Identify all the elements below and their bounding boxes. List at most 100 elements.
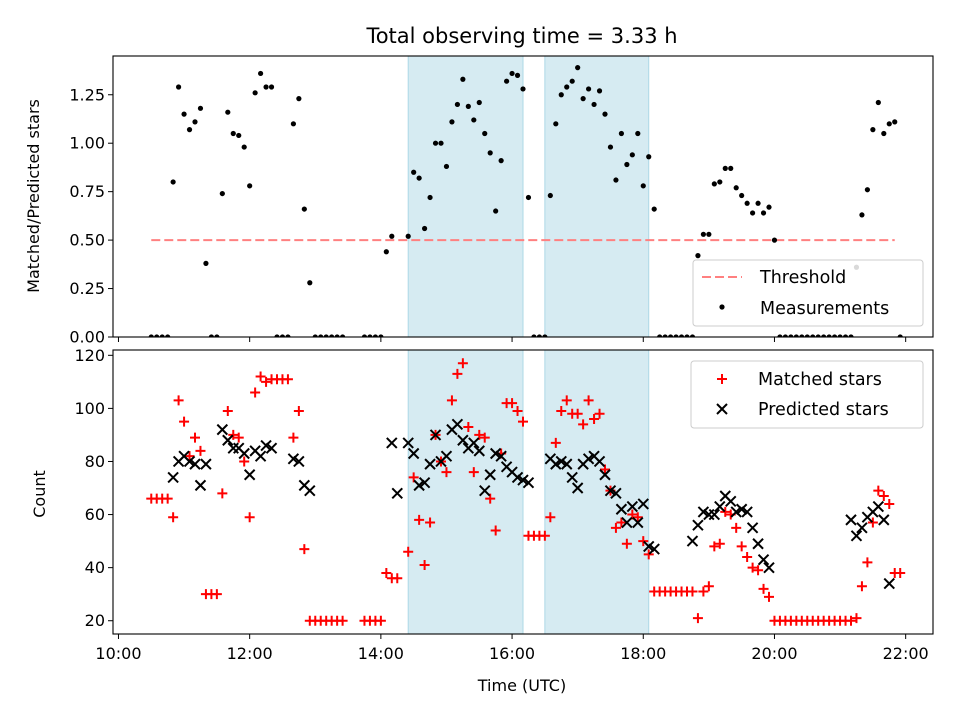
predicted-point bbox=[763, 561, 775, 574]
matched-point bbox=[578, 419, 589, 430]
matched-point bbox=[698, 586, 709, 597]
measurement-point bbox=[777, 334, 783, 337]
matched-point bbox=[758, 583, 769, 594]
predicted-point bbox=[593, 455, 606, 468]
matched-point bbox=[485, 493, 496, 504]
measurement-point bbox=[575, 65, 581, 71]
matched-point bbox=[195, 445, 206, 456]
measurement-point bbox=[689, 334, 696, 337]
measurement-point bbox=[165, 334, 171, 337]
predicted-point bbox=[637, 498, 649, 510]
bottom-shade-region-1 bbox=[544, 350, 649, 634]
measurement-point bbox=[569, 78, 575, 84]
matched-point bbox=[610, 522, 621, 533]
matched-point bbox=[408, 472, 419, 483]
measurement-point bbox=[744, 200, 750, 206]
predicted-point bbox=[621, 516, 633, 529]
measurement-point bbox=[329, 334, 335, 337]
predicted-point bbox=[407, 447, 420, 460]
measurement-point bbox=[504, 78, 510, 84]
measurement-point bbox=[618, 130, 625, 137]
measurement-point bbox=[536, 334, 542, 337]
measurement-point bbox=[700, 231, 707, 237]
predicted-point bbox=[850, 530, 863, 542]
predicted-point bbox=[872, 500, 885, 513]
measurement-point bbox=[378, 334, 384, 337]
measurement-point bbox=[782, 334, 788, 337]
measurement-point bbox=[170, 179, 176, 185]
measurement-point bbox=[755, 200, 761, 206]
matched-point bbox=[282, 374, 293, 385]
measurement-point bbox=[487, 150, 493, 156]
matched-point bbox=[687, 586, 698, 597]
measurement-point bbox=[405, 233, 411, 239]
matched-point bbox=[293, 406, 304, 417]
predicted-point bbox=[643, 540, 655, 553]
measurement-point bbox=[706, 231, 712, 237]
predicted-point bbox=[216, 423, 229, 436]
measurement-point bbox=[471, 117, 477, 123]
measurement-point bbox=[886, 121, 892, 127]
matched-point bbox=[190, 432, 200, 443]
matched-point bbox=[414, 514, 425, 525]
measurement-point bbox=[728, 165, 734, 171]
bottom-x-tick-label: 16:00 bbox=[489, 644, 535, 663]
matched-point bbox=[878, 490, 889, 501]
measurement-point bbox=[498, 158, 504, 164]
measurement-point bbox=[301, 206, 307, 212]
measurement-point bbox=[596, 88, 603, 94]
measurement-point bbox=[416, 175, 422, 181]
predicted-point bbox=[293, 455, 305, 468]
measurement-point bbox=[285, 334, 291, 337]
measurement-point bbox=[318, 334, 324, 337]
top-y-tick-label: 0.25 bbox=[69, 279, 105, 298]
predicted-point bbox=[730, 506, 742, 518]
measurement-point bbox=[695, 253, 701, 259]
matched-point bbox=[381, 567, 392, 578]
measurement-point bbox=[422, 225, 428, 232]
predicted-point bbox=[686, 535, 699, 547]
matched-point bbox=[255, 371, 266, 382]
matched-point bbox=[419, 559, 430, 570]
matched-point bbox=[621, 538, 632, 549]
measurement-point bbox=[509, 70, 515, 77]
measurement-point bbox=[263, 84, 269, 90]
measurement-point bbox=[810, 334, 816, 337]
predicted-point bbox=[746, 522, 759, 534]
measurement-point bbox=[657, 334, 663, 337]
bottom-panel: 20 40 60 80 100 120 10:00 12:00 14:00 16:00 18:00 2… bbox=[74, 346, 934, 663]
measurement-point bbox=[176, 84, 182, 90]
matched-point bbox=[643, 549, 654, 560]
measurement-point bbox=[542, 334, 548, 337]
measurement-point bbox=[892, 119, 898, 125]
measurement-point bbox=[711, 181, 717, 187]
measurement-point bbox=[788, 334, 794, 337]
measurement-point bbox=[307, 280, 313, 286]
measurement-point bbox=[771, 237, 778, 243]
measurement-point bbox=[454, 101, 460, 108]
measurement-point bbox=[411, 169, 417, 175]
matched-point bbox=[851, 613, 862, 624]
matched-point bbox=[627, 509, 638, 520]
matched-point bbox=[720, 506, 731, 517]
predicted-point bbox=[413, 479, 425, 492]
matched-point bbox=[403, 546, 414, 557]
measurement-point bbox=[186, 127, 193, 133]
measurement-point bbox=[586, 86, 592, 92]
matched-point bbox=[867, 517, 878, 528]
bottom-y-tick-label: 20 bbox=[85, 611, 105, 630]
measurement-point bbox=[739, 192, 745, 199]
predicted-point bbox=[167, 471, 179, 484]
predicted-point bbox=[304, 484, 316, 497]
predicted-point bbox=[878, 514, 890, 526]
measurement-point bbox=[361, 334, 368, 337]
matched-point bbox=[884, 498, 895, 509]
legend-matched-swatch bbox=[717, 374, 727, 384]
measurement-point bbox=[514, 72, 521, 78]
measurement-point bbox=[372, 334, 378, 337]
measurement-point bbox=[154, 334, 160, 337]
matched-point bbox=[862, 557, 873, 568]
measurement-point bbox=[640, 183, 646, 189]
matched-point bbox=[217, 488, 228, 499]
measurement-point bbox=[733, 185, 739, 191]
